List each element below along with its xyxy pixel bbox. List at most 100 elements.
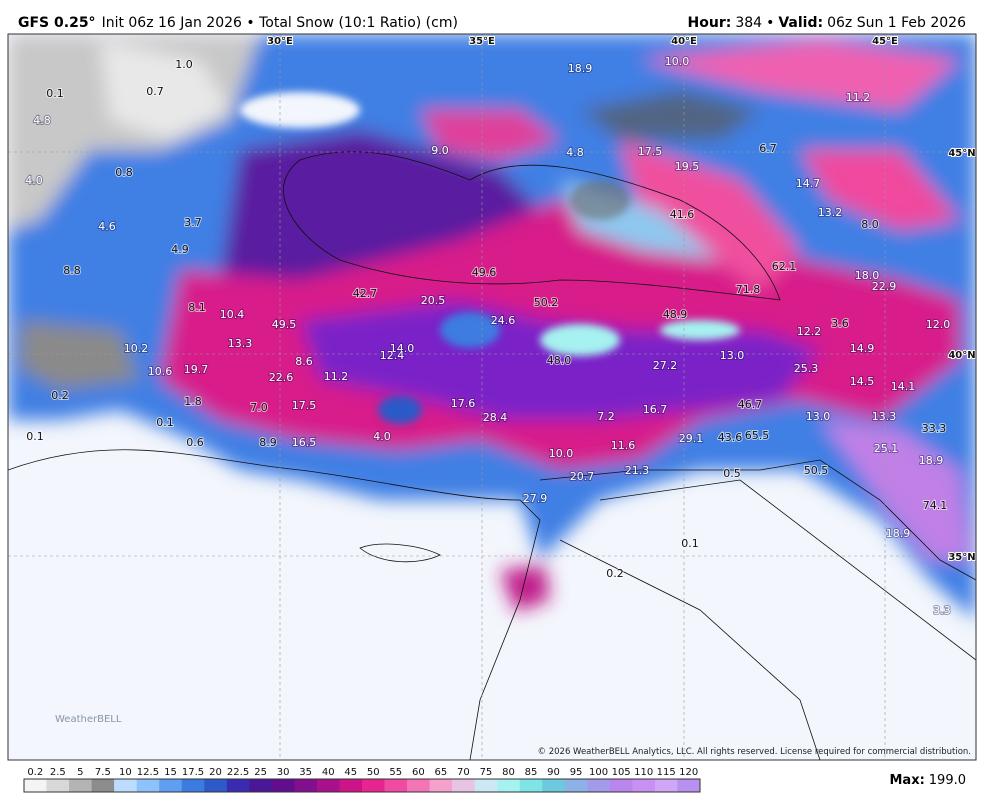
colorbar-label: 7.5 [95,767,111,778]
colorbar-swatch [452,779,475,792]
snow-total-label: 14.9 [850,342,875,355]
snow-total-label: 11.2 [324,370,349,383]
map: 30°E 35°E 40°E 45°E 45°N 40°N 35°N 18.9 10.0 1.0 0… [8,34,976,760]
graticule [8,34,976,760]
colorbar-label: 22.5 [227,767,249,778]
snow-total-label: 48.9 [663,308,688,321]
colorbar-label: 65 [434,767,447,778]
snow-total-label: 22.9 [872,280,897,293]
snow-total-label: 3.6 [831,317,849,330]
snow-total-label: 0.1 [681,537,699,550]
snow-total-label: 0.6 [186,436,204,449]
colorbar-label: 75 [480,767,493,778]
colorbar-swatch [429,779,453,792]
snow-total-label: 4.9 [171,243,189,256]
snow-total-label: 13.3 [872,410,897,423]
snow-total-label: 14.5 [850,375,875,388]
snow-total-label: 21.3 [625,464,650,477]
colorbar-label: 90 [547,767,560,778]
colorbar-swatch [497,779,521,792]
snow-total-label: 0.5 [723,467,741,480]
colorbar-swatch [249,779,273,792]
snow-total-label: 8.8 [63,264,81,277]
hour: 384 [735,15,762,31]
valid-label: Valid: [778,15,823,31]
snow-total-label: 22.6 [269,371,294,384]
valid: 06z Sun 1 Feb 2026 [827,15,966,31]
colorbar-frame [23,778,701,793]
snow-total-label: 13.0 [806,410,831,423]
snow-total-label: 62.1 [772,260,797,273]
snow-total-label: 10.0 [665,55,690,68]
snow-total-label: 65.5 [745,429,770,442]
map-frame [7,33,977,761]
description: Init 06z 16 Jan 2026 • Total Snow (10:1 … [102,15,458,31]
snow-total-label: 25.1 [874,442,899,455]
snow-total-label: 17.6 [451,397,476,410]
colorbar-label: 17.5 [182,767,204,778]
map-labels: 30°E 35°E 40°E 45°E 45°N 40°N 35°N 18.9 10.0 1.0 0… [24,35,976,618]
snow-total-label: 8.0 [861,218,879,231]
snow-total-label: 10.4 [220,308,245,321]
colorbar-swatch [69,779,92,792]
snow-total-label: 14.1 [891,380,916,393]
snow-total-label: 46.7 [738,398,763,411]
max-value: 199.0 [929,773,966,788]
snow-total-label: 20.7 [570,470,595,483]
snow-total-label: 4.6 [98,220,116,233]
colorbar-label: 30 [277,767,290,778]
colorbar-swatch [24,779,47,792]
max-label: Max: [889,773,924,788]
colorbar-label: 10 [119,767,132,778]
snow-total-label: 0.2 [51,389,69,402]
colorbar-label: 2.5 [50,767,66,778]
borders [8,151,976,760]
snow-total-label: 0.1 [26,430,44,443]
snow-total-label: 14.0 [390,342,415,355]
colorbar-label: 110 [634,767,653,778]
colorbar-label: 0.2 [27,767,43,778]
colorbar-label: 95 [570,767,583,778]
grid-label: 35°E [469,36,495,47]
snow-total-label: 10.2 [124,342,149,355]
snow-total-label: 14.7 [796,177,821,190]
snow-total-label: 10.0 [549,447,574,460]
colorbar-swatch [519,779,543,792]
colorbar-swatch [204,779,228,792]
logo: WeatherBELL [55,714,122,725]
colorbar-swatch [632,779,656,792]
colorbar-label: 50 [367,767,380,778]
grid-label: 45°E [872,36,898,47]
snow-total-label: 49.5 [272,318,297,331]
grid-label: 35°N [948,552,975,563]
colorbar-label: 15 [164,767,177,778]
colorbar-label: 120 [679,767,698,778]
colorbar-swatch [474,779,498,792]
snow-total-label: 7.0 [250,401,268,414]
snow-total-label: 43.6 [718,431,743,444]
grid-label: 30°E [267,36,293,47]
snow-total-label: 6.7 [759,142,777,155]
max-readout: Max: 199.0 [889,773,966,788]
colorbar-swatch [136,779,160,792]
snow-total-label: 18.9 [919,454,944,467]
snow-total-label: 24.6 [491,314,516,327]
snow-total-label: 13.0 [720,349,745,362]
colorbar-swatch [226,779,250,792]
colorbar-swatch [114,779,137,792]
snow-total-label: 8.6 [295,355,313,368]
snow-total-label: 20.5 [421,294,446,307]
snow-total-label: 16.7 [643,403,668,416]
snow-total-label: 17.5 [638,145,663,158]
snow-total-label: 0.2 [606,567,624,580]
model: GFS 0.25° [18,15,96,31]
colorbar-swatch [542,779,566,792]
colorbar-swatch [587,779,611,792]
snow-total-label: 11.2 [846,91,871,104]
snow-total-label: 4.8 [33,114,51,127]
colorbar: 0.2 2.5 5 7.5 10 12.5 15 17.5 20 22.5 25 30 35 40 45 50… [23,767,701,793]
colorbar-swatch [609,779,633,792]
copyright: © 2026 WeatherBELL Analytics, LLC. All r… [538,747,971,757]
snow-total-label: 4.8 [566,146,584,159]
snow-total-label: 12.2 [797,325,822,338]
